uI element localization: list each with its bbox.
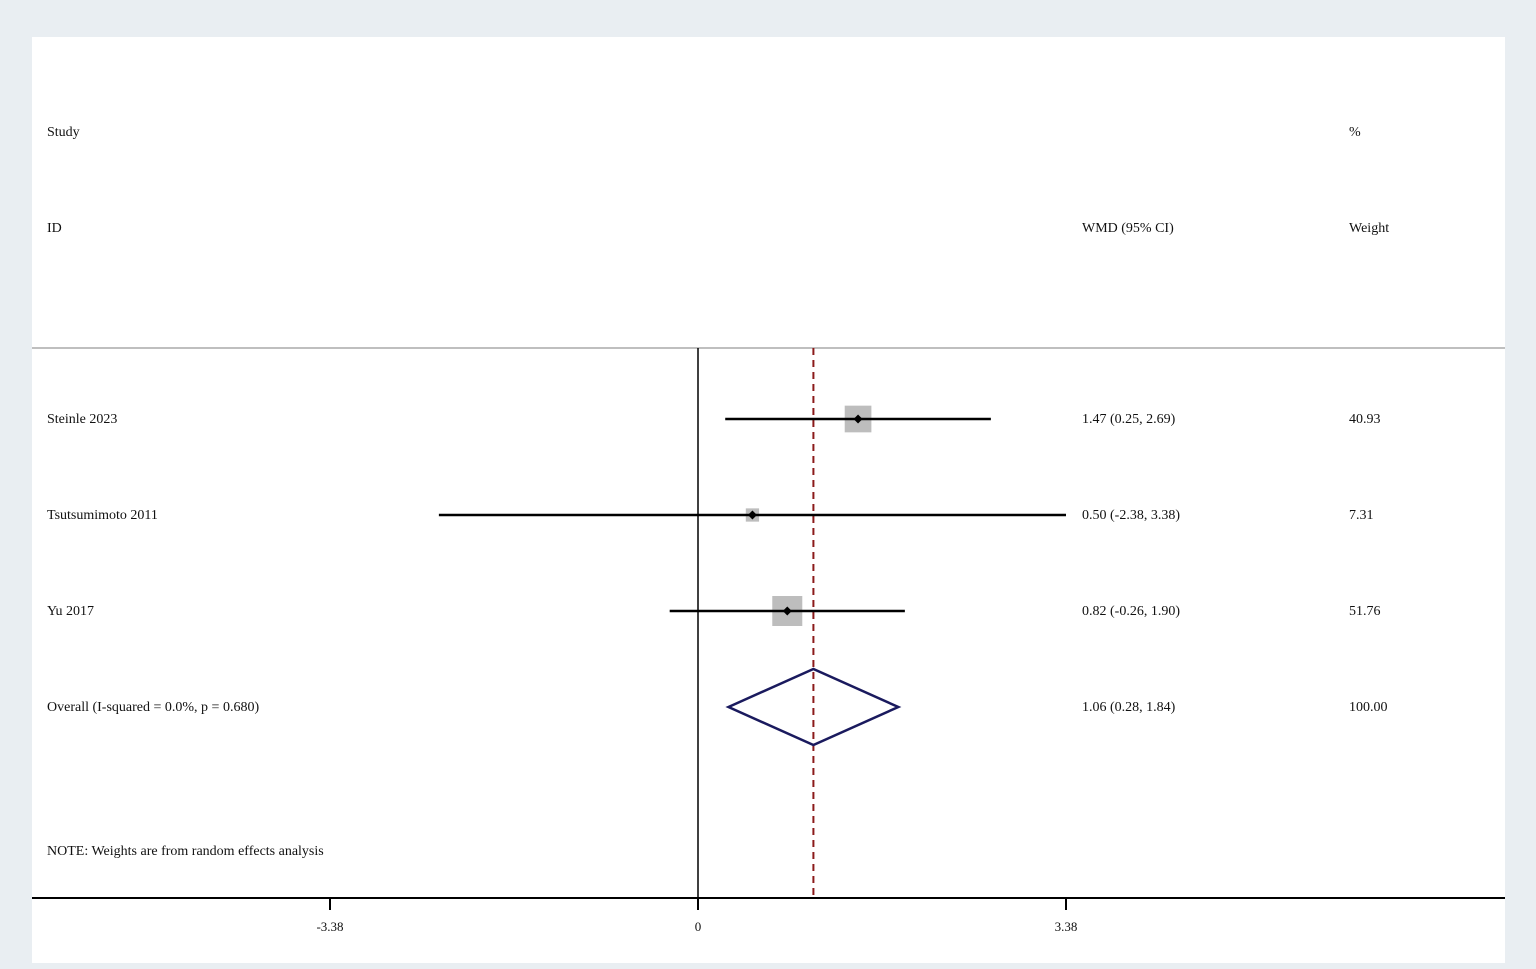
x-tick-label: 3.38 — [1055, 919, 1078, 934]
overall-label: Overall (I-squared = 0.0%, p = 0.680) — [47, 700, 260, 715]
overall-ci-text: 1.06 (0.28, 1.84) — [1082, 700, 1176, 715]
x-tick-label: -3.38 — [316, 919, 343, 934]
percent-header: % — [1349, 125, 1361, 140]
point-estimate — [782, 606, 792, 616]
effect-header: WMD (95% CI) — [1082, 221, 1174, 236]
study-weight: 40.93 — [1349, 412, 1381, 427]
point-estimate — [853, 414, 863, 424]
x-tick-label: 0 — [695, 919, 702, 934]
point-estimate — [747, 510, 757, 520]
id-header: ID — [47, 221, 62, 236]
weight-header: Weight — [1349, 221, 1390, 236]
study-weight: 51.76 — [1349, 604, 1381, 619]
study-label: Yu 2017 — [47, 604, 95, 619]
study-ci-text: 1.47 (0.25, 2.69) — [1082, 412, 1176, 427]
study-header: Study — [47, 125, 80, 140]
overall-diamond — [725, 667, 902, 747]
overall-weight: 100.00 — [1349, 700, 1388, 715]
study-label: Tsutsumimoto 2011 — [47, 508, 158, 523]
footnote: NOTE: Weights are from random effects an… — [47, 844, 324, 859]
study-ci-text: 0.82 (-0.26, 1.90) — [1082, 604, 1180, 619]
study-ci-text: 0.50 (-2.38, 3.38) — [1082, 508, 1180, 523]
study-label: Steinle 2023 — [47, 412, 118, 427]
plot-panel — [32, 37, 1505, 963]
study-weight: 7.31 — [1349, 508, 1374, 523]
